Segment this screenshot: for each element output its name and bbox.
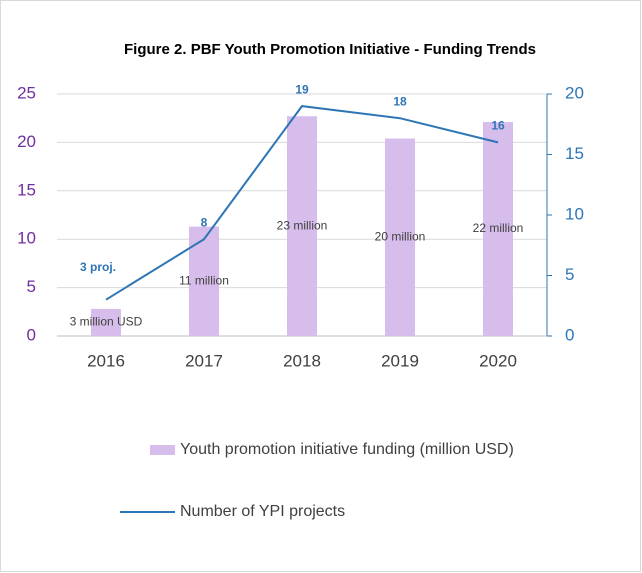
legend-label: Youth promotion initiative funding (mill… [180,441,514,458]
data-label: 8 [201,215,208,229]
y-tick-label: 15 [17,180,36,199]
x-tick-label: 2018 [283,351,321,370]
data-label: 11 million [179,273,229,287]
data-label: 23 million [277,218,328,232]
data-label: 20 million [375,229,426,243]
y-tick-label: 20 [17,132,36,151]
y-tick-label: 10 [17,229,36,248]
y-tick-label: 0 [27,325,36,344]
bar [385,138,415,336]
y2-tick-label: 15 [565,144,584,163]
y-tick-label: 25 [17,83,36,102]
bar [287,116,317,336]
line [105,105,499,301]
y2-tick-label: 20 [565,83,584,102]
data-label: 16 [491,119,505,133]
legend-label: Number of YPI projects [180,503,345,520]
x-tick-label: 2020 [479,351,517,370]
y-tick-label: 5 [27,277,36,296]
legend-swatch [150,445,175,455]
data-label: 3 proj. [80,260,116,274]
data-label: 18 [393,94,407,108]
y2-tick-label: 10 [565,204,584,223]
bar [91,308,121,336]
x-tick-label: 2019 [381,351,419,370]
bar [483,122,513,337]
x-tick-label: 2017 [185,351,223,370]
data-label: 19 [295,82,309,96]
y2-tick-label: 0 [565,325,574,344]
y2-tick-label: 5 [565,265,574,284]
data-label: 3 million USD [70,315,143,329]
chart-title: Figure 2. PBF Youth Promotion Initiative… [124,41,536,58]
data-label: 22 million [473,221,524,235]
x-tick-label: 2016 [87,351,125,370]
